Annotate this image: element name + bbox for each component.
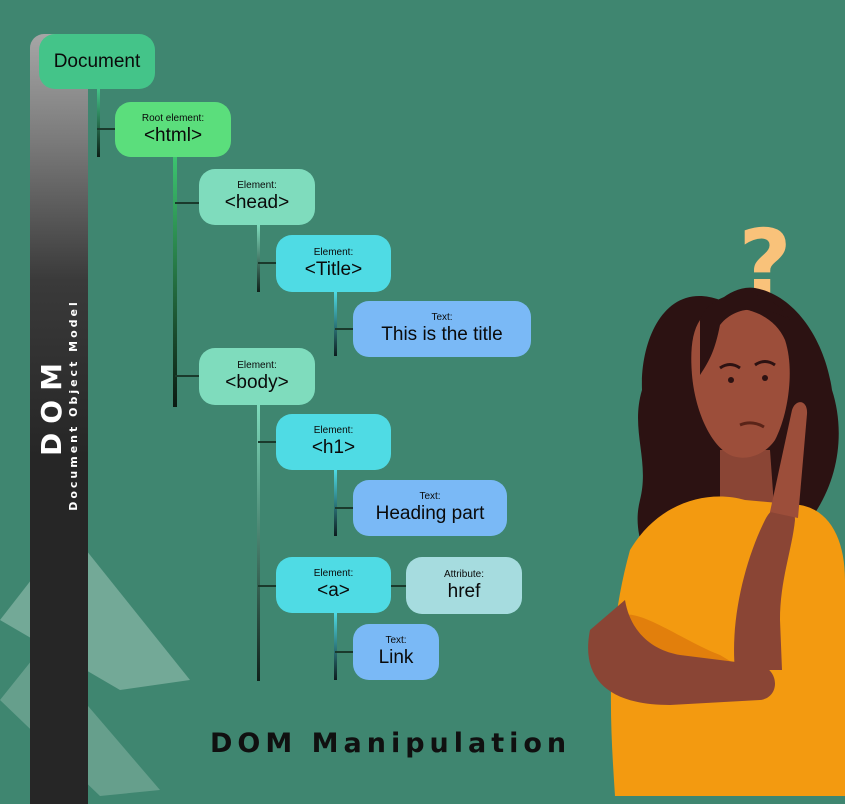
node-title-text-name: This is the title: [381, 324, 503, 345]
node-h1: Element: <h1>: [276, 414, 391, 470]
dom-sidebar-bar: [30, 34, 88, 804]
node-head-name: <head>: [224, 192, 290, 213]
node-html: Root element: <html>: [115, 102, 231, 157]
node-h1-text-kind: Text:: [419, 491, 441, 502]
node-title-kind: Element:: [313, 246, 354, 258]
node-title-text-kind: Text:: [431, 312, 453, 323]
node-title: Element: <Title>: [276, 235, 391, 292]
node-document-name: Document: [53, 50, 141, 72]
node-a-name: <a>: [317, 580, 350, 601]
node-body: Element: <body>: [199, 348, 315, 405]
node-h1-name: <h1>: [311, 437, 356, 458]
node-document: Document: [39, 34, 155, 89]
node-head-kind: Element:: [237, 180, 277, 191]
connector-h1-text: [334, 470, 353, 536]
dom-manipulation-title: DOM Manipulation: [210, 728, 572, 759]
node-href-attribute: Attribute: href: [406, 557, 522, 614]
node-h1-kind: Element:: [313, 425, 354, 436]
node-html-name: <html>: [143, 124, 203, 146]
node-a-kind: Element:: [313, 568, 354, 579]
node-h1-text-name: Heading part: [375, 503, 485, 524]
connector-a-children: [334, 585, 406, 680]
node-link-text-name: Link: [378, 647, 414, 668]
thinking-woman-illustration: ?: [588, 210, 845, 796]
node-a: Element: <a>: [276, 557, 391, 613]
node-body-kind: Element:: [237, 359, 277, 371]
node-title-text: Text: This is the title: [353, 301, 531, 357]
node-link-text-kind: Text:: [385, 635, 407, 646]
connector-html-children: [173, 157, 200, 407]
node-title-name: <Title>: [304, 258, 363, 280]
connector-title-text: [334, 292, 353, 356]
node-body-name: <body>: [225, 371, 289, 393]
connector-body-children: [257, 405, 276, 681]
connector-document-html: [97, 89, 116, 157]
node-link-text: Text: Link: [353, 624, 439, 680]
node-head: Element: <head>: [199, 169, 315, 225]
node-href-kind: Attribute:: [443, 568, 485, 580]
node-html-kind: Root element:: [141, 112, 205, 124]
node-href-name: href: [447, 580, 481, 602]
connector-head-title: [257, 225, 276, 292]
node-h1-text: Text: Heading part: [353, 480, 507, 536]
